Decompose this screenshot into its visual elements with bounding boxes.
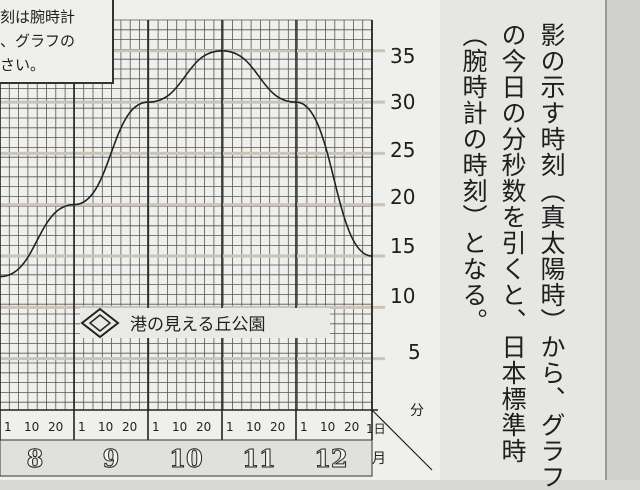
x-day-tick: 20 (48, 420, 64, 434)
corner-diagonal (371, 409, 433, 471)
x-day-tick: 1 (226, 420, 234, 434)
y-tick-label: 20 (390, 185, 416, 209)
explanation-column-1: 影の示す時刻（真太陽時）から、グラフ (537, 22, 566, 490)
y-tick-label: 30 (390, 90, 416, 114)
x-day-tick: 10 (24, 420, 40, 434)
month-unit-label: 月 (372, 451, 386, 467)
note-line-1: 刻は腕時計 (0, 8, 76, 26)
x-end-tick: 1日 (366, 422, 386, 436)
month-label: 12 (314, 444, 348, 474)
month-label: 11 (242, 444, 276, 474)
x-day-tick: 10 (98, 420, 114, 434)
explanation-column-2: の今日の分秒数を引くと、日本標準時 (498, 22, 527, 464)
y-tick-label: 15 (390, 234, 416, 258)
plate-edge (605, 0, 640, 480)
x-day-tick: 20 (122, 420, 138, 434)
y-unit-label: 分 (410, 403, 424, 419)
park-name: 港の見える丘公園 (126, 310, 270, 335)
y-tick-label: 10 (390, 284, 416, 308)
month-band (0, 439, 373, 477)
equation-of-time-chart (0, 0, 640, 480)
note-line-2: 、グラフの (0, 32, 76, 50)
note-box: 刻は腕時計 、グラフの さい。 (0, 0, 114, 84)
note-line-3: さい。 (0, 56, 46, 74)
month-label: 10 (169, 444, 203, 474)
x-day-tick: 1 (152, 420, 160, 434)
x-day-tick: 1 (78, 420, 86, 434)
equation-of-time-curve (0, 49, 373, 278)
grid (0, 19, 385, 440)
x-day-tick: 10 (246, 420, 262, 434)
text-panel (440, 0, 605, 480)
curve-layer (0, 49, 373, 278)
y-tick-label: 5 (408, 340, 421, 364)
y-tick-label: 25 (390, 138, 416, 162)
x-day-tick: 20 (196, 420, 212, 434)
x-day-tick: 20 (270, 420, 286, 434)
explanation-column-3: （腕時計の時刻）となる。 (459, 22, 488, 334)
y-tick-label: 35 (390, 44, 416, 68)
month-label: 8 (26, 444, 44, 474)
x-day-tick: 20 (344, 420, 360, 434)
x-day-tick: 10 (172, 420, 188, 434)
x-day-tick: 1 (300, 420, 308, 434)
x-day-tick: 10 (320, 420, 336, 434)
month-label: 9 (102, 444, 120, 474)
x-day-tick: 1 (4, 420, 12, 434)
